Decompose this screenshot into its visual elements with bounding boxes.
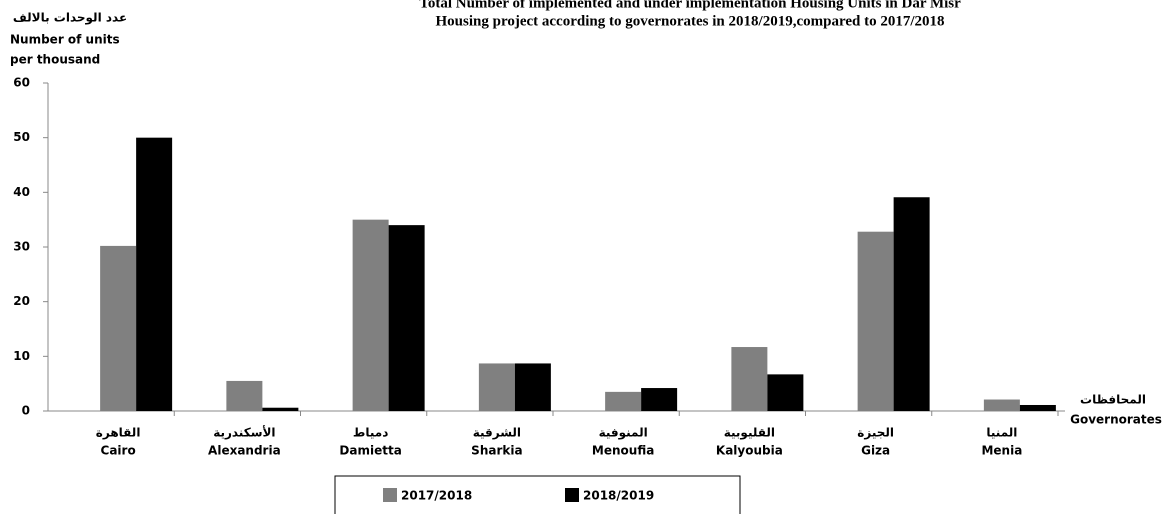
x-tick-label: دمياط — [353, 426, 388, 440]
bar — [514, 363, 551, 411]
bar — [226, 380, 263, 411]
chart-title: Housing project according to governorate… — [436, 13, 945, 29]
bar — [857, 231, 894, 411]
bar — [983, 399, 1020, 411]
legend-label: 2017/2018 — [401, 489, 472, 503]
bar — [100, 245, 137, 411]
y-axis-label: Number of units — [10, 33, 120, 47]
bar — [262, 407, 299, 411]
x-tick-label: القليوبية — [724, 426, 775, 441]
bar — [1019, 404, 1056, 411]
bar — [767, 374, 804, 411]
bar — [136, 137, 173, 411]
bar — [641, 388, 678, 411]
bar — [605, 391, 642, 411]
x-tick-label: المنوفية — [599, 426, 648, 441]
legend-swatch — [565, 488, 579, 502]
x-axis-label: المحافظات — [1080, 393, 1146, 407]
bar — [352, 219, 389, 411]
x-tick-label: Giza — [861, 444, 890, 458]
x-tick-label: المنيا — [986, 426, 1017, 440]
x-axis-label: Governorates — [1070, 413, 1162, 427]
bar — [388, 225, 425, 411]
x-tick-label: Kalyoubia — [716, 444, 783, 458]
x-tick-label: Menoufia — [592, 444, 654, 458]
chart-title: Total Number of implemented and under im… — [419, 0, 961, 11]
bar — [893, 197, 930, 411]
x-tick-label: الأسكندرية — [213, 425, 275, 440]
y-axis-label: عدد الوحدات بالالف — [13, 11, 127, 26]
y-tick-label: 0 — [22, 404, 30, 418]
y-axis-label: per thousand — [10, 53, 100, 67]
y-tick-label: 60 — [13, 76, 30, 90]
y-tick-label: 50 — [13, 130, 30, 144]
bar — [731, 347, 768, 411]
x-tick-label: Menia — [981, 444, 1022, 458]
x-tick-label: Alexandria — [208, 444, 281, 458]
x-tick-label: Sharkia — [471, 444, 522, 458]
x-tick-label: القاهرة — [96, 426, 141, 440]
x-tick-label: Damietta — [339, 444, 401, 458]
legend-swatch — [383, 488, 397, 502]
y-tick-label: 30 — [13, 240, 30, 254]
x-tick-label: الشرقية — [473, 426, 521, 440]
y-tick-label: 10 — [13, 349, 30, 363]
x-tick-label: الجيزة — [857, 426, 894, 440]
legend-label: 2018/2019 — [583, 489, 654, 503]
legend-box — [334, 475, 741, 514]
bar — [478, 363, 515, 411]
x-tick-label: Cairo — [101, 444, 136, 458]
y-tick-label: 20 — [13, 294, 30, 308]
y-tick-label: 40 — [13, 185, 30, 199]
